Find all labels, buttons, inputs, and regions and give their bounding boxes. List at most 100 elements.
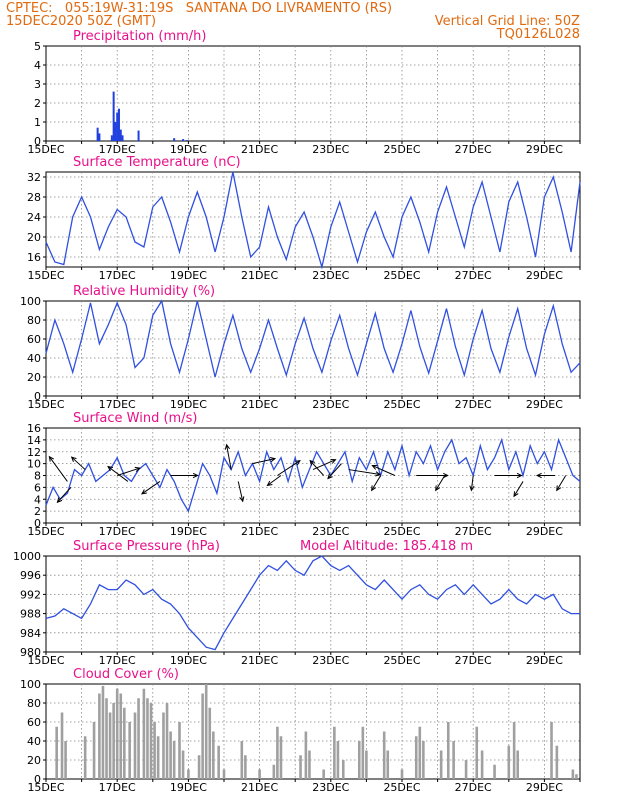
- wind-arrow-head: [192, 472, 199, 479]
- temp-series-line: [45, 171, 581, 270]
- header-line2-right: Vertical Grid Line: 50Z: [434, 14, 580, 29]
- precip-ytick-label: 1: [34, 116, 41, 129]
- cloud-xtick-label: 23DEC: [312, 781, 349, 794]
- rh-ytick-label: 20: [27, 371, 41, 384]
- precip-bar: [117, 108, 120, 141]
- cloud-bar: [108, 712, 112, 779]
- precip-bar: [98, 133, 101, 141]
- cloud-bar: [101, 685, 105, 779]
- pressure-xtick-label: 15DEC: [27, 654, 64, 667]
- wind-arrow-head: [224, 443, 230, 450]
- cloud-bar: [146, 698, 149, 779]
- wind-ytick-label: 0: [34, 517, 41, 530]
- rh-panel: 0 20 40 60 80 100 15DEC 17DEC 19DEC 21DEC 23DEC 25D…: [20, 284, 581, 411]
- cloud-bar: [304, 731, 308, 779]
- wind-title: Surface Wind (m/s): [73, 411, 197, 426]
- wind-arrow-head: [107, 465, 114, 472]
- cloud-bar: [571, 769, 575, 779]
- rh-series-line: [45, 299, 581, 378]
- cloud-bar: [60, 712, 64, 779]
- cloud-bar: [386, 750, 390, 779]
- precip-panel: 0 1 2 3 4 5 15DEC 17DEC 19DEC 21DEC 23DEC 25DEC 27DE…: [27, 29, 581, 156]
- wind-arrow: [513, 481, 524, 497]
- wind-arrow-head: [556, 485, 562, 492]
- wind-arrow-head: [140, 489, 147, 495]
- wind-arrow-head: [513, 491, 519, 498]
- cloud-bar: [149, 703, 153, 779]
- pressure-xtick-label: 19DEC: [170, 654, 207, 667]
- wind-ytick-label: 2: [34, 505, 41, 518]
- pressure-xtick-label: 29DEC: [526, 654, 563, 667]
- wind-arrow: [556, 475, 567, 491]
- rh-xtick-label: 23DEC: [312, 398, 349, 411]
- wind-arrow: [327, 463, 342, 479]
- cloud-bar: [197, 755, 201, 779]
- cloud-bar: [365, 750, 368, 779]
- wind-arrow-head: [469, 485, 475, 492]
- cloud-bar: [414, 736, 418, 779]
- cloud-xtick-label: 19DEC: [170, 781, 207, 794]
- rh-xtick-label: 19DEC: [170, 398, 207, 411]
- pressure-frame: [45, 555, 581, 653]
- cloud-bar: [333, 726, 336, 779]
- pressure-ytick-label: 980: [20, 646, 41, 659]
- cloud-bar: [98, 693, 101, 779]
- cloud-bar: [92, 722, 96, 779]
- precip-xtick-label: 27DEC: [455, 143, 492, 156]
- temp-xtick-label: 19DEC: [170, 269, 207, 282]
- wind-arrow-head: [327, 473, 333, 480]
- cloud-bar: [187, 769, 190, 779]
- wind-arrow: [237, 481, 244, 502]
- cloud-bar: [555, 745, 559, 779]
- rh-ytick-label: 0: [34, 390, 41, 403]
- temp-title: Surface Temperature (nC): [73, 155, 241, 170]
- cloud-bar: [516, 750, 519, 779]
- pressure-ytick-label: 984: [20, 627, 41, 640]
- wind-xtick-label: 25DEC: [383, 525, 420, 538]
- wind-xtick-label: 29DEC: [526, 525, 563, 538]
- precip-xtick-label: 25DEC: [383, 143, 420, 156]
- pressure-ytick-label: 988: [20, 608, 41, 621]
- wind-arrow: [107, 466, 129, 482]
- cloud-ytick-label: 40: [27, 735, 41, 748]
- pressure-title: Surface Pressure (hPa): [73, 539, 220, 554]
- pressure-ytick-label: 996: [20, 569, 41, 582]
- wind-arrow-head: [294, 460, 301, 466]
- cloud-ytick-label: 80: [27, 697, 41, 710]
- cloud-ytick-label: 20: [27, 754, 41, 767]
- wind-ytick-label: 8: [34, 470, 41, 483]
- temp-ytick-label: 28: [27, 191, 41, 204]
- wind-xtick-label: 21DEC: [241, 525, 278, 538]
- wind-arrow: [57, 487, 72, 503]
- rh-ytick-label: 80: [27, 314, 41, 327]
- cloud-bar: [128, 722, 131, 779]
- cloud-bar: [208, 707, 212, 779]
- precip-xtick-label: 17DEC: [99, 143, 136, 156]
- precip-xtick-label: 23DEC: [312, 143, 349, 156]
- cloud-bar: [156, 736, 160, 779]
- rh-xtick-label: 17DEC: [99, 398, 136, 411]
- wind-arrow-head: [535, 472, 542, 479]
- wind-arrow-head: [443, 472, 449, 479]
- temp-ytick-label: 20: [27, 231, 41, 244]
- pressure-subtitle: Model Altitude: 185.418 m: [300, 539, 473, 554]
- header-line2-left: 15DEC2020 50Z (GMT): [6, 14, 157, 29]
- wind-arrow-head: [330, 458, 337, 464]
- pressure-xtick-label: 27DEC: [455, 654, 492, 667]
- cloud-bar: [240, 741, 244, 779]
- wind-ytick-label: 4: [34, 493, 41, 506]
- pressure-xtick-label: 23DEC: [312, 654, 349, 667]
- cloud-bar: [418, 726, 422, 779]
- wind-arrow: [252, 458, 276, 465]
- wind-arrow-head: [371, 464, 378, 470]
- cloud-bar: [475, 726, 479, 779]
- precip-xtick-label: 21DEC: [241, 143, 278, 156]
- wind-arrow: [48, 456, 68, 482]
- temp-frame: [45, 171, 581, 268]
- cloud-xtick-label: 15DEC: [27, 781, 64, 794]
- precip-ytick-label: 4: [34, 59, 41, 72]
- pressure-xtick-label: 21DEC: [241, 654, 278, 667]
- temp-panel: 16 20 24 28 32 15DEC 17DEC 19DEC 21DEC 23DEC 25DEC…: [27, 155, 581, 282]
- rh-xtick-label: 21DEC: [241, 398, 278, 411]
